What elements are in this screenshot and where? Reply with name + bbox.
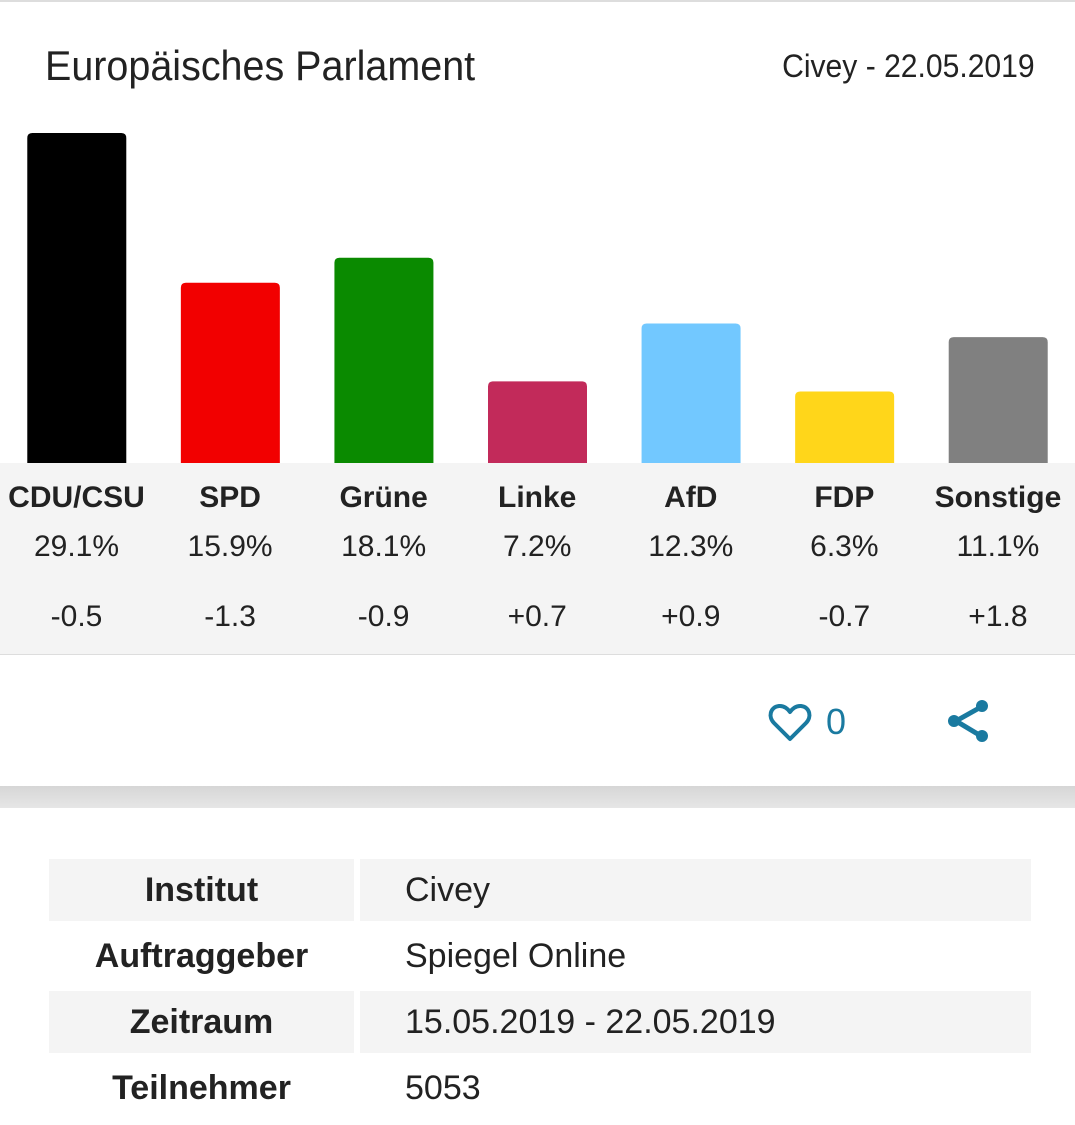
detail-row: Institut Civey <box>49 859 1031 921</box>
like-button[interactable]: 0 <box>768 701 846 743</box>
party-name: AfD <box>664 481 718 514</box>
card-shadow <box>0 786 1075 808</box>
party-change: -0.5 <box>50 600 103 633</box>
share-icon <box>948 700 988 742</box>
party-stats: CDU/CSU 29.1% -0.5 SPD 15.9% -1.3 Grüne 18… <box>0 463 1075 655</box>
party-name: CDU/CSU <box>8 481 145 514</box>
detail-value: Spiegel Online <box>405 936 627 975</box>
bar-grüne <box>334 257 434 463</box>
chart-title: Europäisches Parlament <box>45 42 476 89</box>
party-name: FDP <box>814 481 875 514</box>
detail-row: Auftraggeber Spiegel Online <box>49 925 1031 987</box>
poll-source-date: Civey - 22.05.2019 <box>782 48 1035 84</box>
bar-spd <box>180 282 280 463</box>
party-change: -1.3 <box>204 600 256 633</box>
party-percentage: 11.1% <box>956 530 1040 563</box>
heart-icon <box>768 703 812 741</box>
detail-value: Civey <box>360 859 1031 921</box>
party-name: Linke <box>498 481 577 514</box>
bar-afd <box>641 323 741 463</box>
party-name: Grüne <box>339 481 428 514</box>
detail-value: 15.05.2019 - 22.05.2019 <box>360 991 1031 1053</box>
bar-linke <box>488 381 587 463</box>
detail-label: Auftraggeber <box>49 925 360 987</box>
bar-fdp <box>795 391 895 463</box>
bar-sonstige <box>948 337 1048 463</box>
top-divider <box>0 0 1075 2</box>
party-change: -0.9 <box>357 600 410 633</box>
bar-chart <box>27 133 1048 463</box>
share-button[interactable] <box>946 699 992 750</box>
detail-row: Teilnehmer 5053 <box>49 1057 1031 1119</box>
party-name: SPD <box>199 481 261 514</box>
detail-label: Institut <box>49 859 360 921</box>
detail-label: Zeitraum <box>49 991 360 1053</box>
party-percentage: 7.2% <box>503 530 572 563</box>
party-change: -0.7 <box>818 600 871 633</box>
party-name: Sonstige <box>934 481 1062 514</box>
party-change: +0.9 <box>661 600 721 633</box>
party-percentage: 29.1% <box>33 530 120 563</box>
detail-row: Zeitraum 15.05.2019 - 22.05.2019 <box>49 991 1031 1053</box>
bar-cducsu <box>27 133 127 463</box>
party-percentage: 18.1% <box>341 530 427 563</box>
action-bar: 0 <box>0 655 1075 786</box>
party-percentage: 6.3% <box>810 530 879 563</box>
party-change: +1.8 <box>968 600 1028 633</box>
detail-label: Teilnehmer <box>49 1057 360 1119</box>
like-count: 0 <box>826 701 847 742</box>
party-percentage: 15.9% <box>187 530 273 563</box>
party-change: +0.7 <box>507 600 567 633</box>
poll-details-table: Institut Civey Auftraggeber Spiegel Online Z… <box>49 855 1031 1123</box>
party-percentage: 12.3% <box>648 530 734 563</box>
detail-value: 5053 <box>405 1068 481 1107</box>
